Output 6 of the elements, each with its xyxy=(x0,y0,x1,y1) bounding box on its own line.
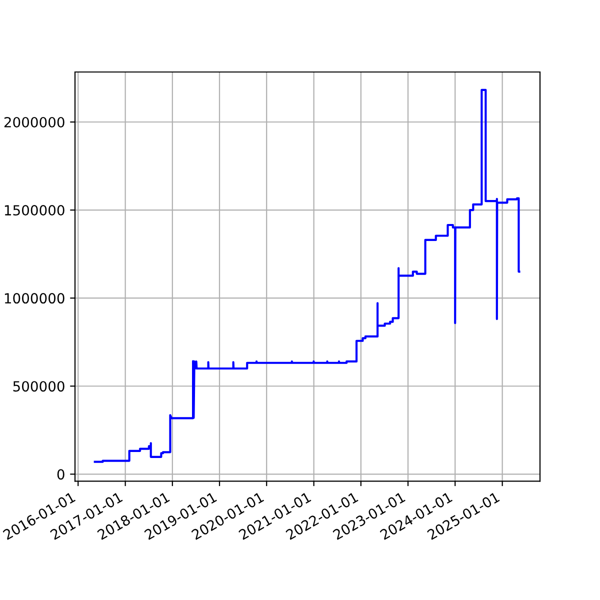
line-series xyxy=(94,88,520,463)
y-tick-label: 0 xyxy=(57,469,64,480)
y-tick-label: 1000000 xyxy=(4,293,64,304)
y-tick-label: 2000000 xyxy=(4,116,64,128)
y-tick-label: 500000 xyxy=(13,381,64,392)
y-tick-label: 1500000 xyxy=(4,205,64,216)
